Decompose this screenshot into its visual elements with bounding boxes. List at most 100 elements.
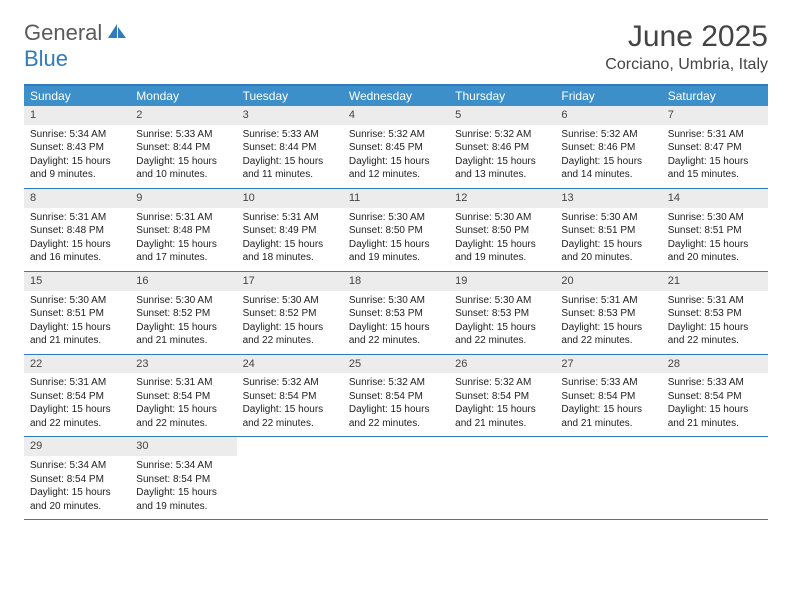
sunset-line: Sunset: 8:51 PM (668, 224, 762, 238)
sunrise-line: Sunrise: 5:34 AM (30, 459, 124, 473)
sunset-line: Sunset: 8:54 PM (30, 473, 124, 487)
day-details: Sunrise: 5:30 AMSunset: 8:50 PMDaylight:… (343, 211, 449, 265)
daylight-line: Daylight: 15 hours and 19 minutes. (455, 238, 549, 265)
calendar-day-cell: 20Sunrise: 5:31 AMSunset: 8:53 PMDayligh… (555, 272, 661, 354)
calendar-day-cell: 23Sunrise: 5:31 AMSunset: 8:54 PMDayligh… (130, 355, 236, 437)
calendar-grid: SundayMondayTuesdayWednesdayThursdayFrid… (24, 84, 768, 520)
calendar-day-cell: 25Sunrise: 5:32 AMSunset: 8:54 PMDayligh… (343, 355, 449, 437)
sunset-line: Sunset: 8:54 PM (136, 473, 230, 487)
day-number: 12 (449, 189, 555, 208)
day-number: 26 (449, 355, 555, 374)
daylight-line: Daylight: 15 hours and 22 minutes. (455, 321, 549, 348)
day-number: 4 (343, 106, 449, 125)
sunrise-line: Sunrise: 5:30 AM (561, 211, 655, 225)
calendar-day-cell: 13 Sunrise: 5:30 AMSunset: 8:51 PMDayligh… (555, 189, 661, 271)
sunrise-line: Sunrise: 5:34 AM (136, 459, 230, 473)
sunrise-line: Sunrise: 5:31 AM (561, 294, 655, 308)
sunrise-line: Sunrise: 5:34 AM (30, 128, 124, 142)
sunset-line: Sunset: 8:53 PM (349, 307, 443, 321)
daylight-line: Daylight: 15 hours and 21 minutes. (136, 321, 230, 348)
sunset-line: Sunset: 8:49 PM (243, 224, 337, 238)
calendar-week-row: 22Sunrise: 5:31 AMSunset: 8:54 PMDayligh… (24, 355, 768, 438)
daylight-line: Daylight: 15 hours and 17 minutes. (136, 238, 230, 265)
daylight-line: Daylight: 15 hours and 11 minutes. (243, 155, 337, 182)
sunrise-line: Sunrise: 5:32 AM (455, 376, 549, 390)
day-details: Sunrise: 5:31 AMSunset: 8:48 PMDaylight:… (24, 211, 130, 265)
calendar-day-cell: 8Sunrise: 5:31 AMSunset: 8:48 PMDaylight… (24, 189, 130, 271)
day-number: 18 (343, 272, 449, 291)
sunset-line: Sunset: 8:46 PM (455, 141, 549, 155)
daylight-line: Daylight: 15 hours and 20 minutes. (561, 238, 655, 265)
calendar-day-cell (555, 437, 661, 519)
daylight-line: Daylight: 15 hours and 9 minutes. (30, 155, 124, 182)
sunrise-line: Sunrise: 5:32 AM (561, 128, 655, 142)
daylight-line: Daylight: 15 hours and 22 minutes. (561, 321, 655, 348)
weekday-header-row: SundayMondayTuesdayWednesdayThursdayFrid… (24, 86, 768, 106)
day-number: 22 (24, 355, 130, 374)
sunrise-line: Sunrise: 5:30 AM (30, 294, 124, 308)
sunset-line: Sunset: 8:43 PM (30, 141, 124, 155)
day-number: 24 (237, 355, 343, 374)
day-number: 2 (130, 106, 236, 125)
daylight-line: Daylight: 15 hours and 12 minutes. (349, 155, 443, 182)
day-number: 3 (237, 106, 343, 125)
sunrise-line: Sunrise: 5:32 AM (349, 128, 443, 142)
sunset-line: Sunset: 8:50 PM (349, 224, 443, 238)
calendar-day-cell: 4Sunrise: 5:32 AMSunset: 8:45 PMDaylight… (343, 106, 449, 188)
calendar-day-cell: 22Sunrise: 5:31 AMSunset: 8:54 PMDayligh… (24, 355, 130, 437)
day-details: Sunrise: 5:31 AMSunset: 8:47 PMDaylight:… (662, 128, 768, 182)
weekday-header: Saturday (662, 86, 768, 106)
calendar-week-row: 29Sunrise: 5:34 AMSunset: 8:54 PMDayligh… (24, 437, 768, 520)
sunrise-line: Sunrise: 5:30 AM (668, 211, 762, 225)
calendar-day-cell (237, 437, 343, 519)
daylight-line: Daylight: 15 hours and 22 minutes. (349, 403, 443, 430)
day-details: Sunrise: 5:32 AMSunset: 8:54 PMDaylight:… (343, 376, 449, 430)
daylight-line: Daylight: 15 hours and 22 minutes. (30, 403, 124, 430)
sunset-line: Sunset: 8:44 PM (243, 141, 337, 155)
sunset-line: Sunset: 8:52 PM (136, 307, 230, 321)
day-details: Sunrise: 5:33 AMSunset: 8:44 PMDaylight:… (130, 128, 236, 182)
brand-sail-icon (106, 22, 128, 45)
day-details: Sunrise: 5:34 AMSunset: 8:54 PMDaylight:… (130, 459, 236, 513)
day-details: Sunrise: 5:31 AMSunset: 8:53 PMDaylight:… (662, 294, 768, 348)
weekday-header: Tuesday (237, 86, 343, 106)
sunset-line: Sunset: 8:51 PM (30, 307, 124, 321)
sunrise-line: Sunrise: 5:31 AM (243, 211, 337, 225)
day-number: 13 (555, 189, 661, 208)
sunset-line: Sunset: 8:53 PM (455, 307, 549, 321)
calendar-day-cell (343, 437, 449, 519)
sunrise-line: Sunrise: 5:30 AM (349, 294, 443, 308)
sunset-line: Sunset: 8:53 PM (668, 307, 762, 321)
day-number: 27 (555, 355, 661, 374)
day-number: 20 (555, 272, 661, 291)
calendar-day-cell: 30Sunrise: 5:34 AMSunset: 8:54 PMDayligh… (130, 437, 236, 519)
day-details: Sunrise: 5:30 AMSunset: 8:50 PMDaylight:… (449, 211, 555, 265)
calendar-day-cell: 21 Sunrise: 5:31 AMSunset: 8:53 PMDayligh… (662, 272, 768, 354)
brand-part2: Blue (24, 46, 68, 71)
day-details: Sunrise: 5:31 AMSunset: 8:54 PMDaylight:… (130, 376, 236, 430)
page-header: General June 2025 Corciano, Umbria, Ital… (0, 0, 792, 78)
calendar-day-cell: 10Sunrise: 5:31 AMSunset: 8:49 PMDayligh… (237, 189, 343, 271)
daylight-line: Daylight: 15 hours and 21 minutes. (455, 403, 549, 430)
sunrise-line: Sunrise: 5:31 AM (30, 211, 124, 225)
day-number: 21 (662, 272, 768, 291)
calendar-day-cell: 2 Sunrise: 5:33 AMSunset: 8:44 PMDaylight… (130, 106, 236, 188)
daylight-line: Daylight: 15 hours and 18 minutes. (243, 238, 337, 265)
sunset-line: Sunset: 8:54 PM (243, 390, 337, 404)
day-number: 7 (662, 106, 768, 125)
day-details: Sunrise: 5:30 AMSunset: 8:52 PMDaylight:… (237, 294, 343, 348)
sunset-line: Sunset: 8:51 PM (561, 224, 655, 238)
day-details: Sunrise: 5:30 AMSunset: 8:51 PMDaylight:… (24, 294, 130, 348)
brand-logo: General (24, 20, 130, 46)
daylight-line: Daylight: 15 hours and 21 minutes. (30, 321, 124, 348)
daylight-line: Daylight: 15 hours and 22 minutes. (349, 321, 443, 348)
daylight-line: Daylight: 15 hours and 20 minutes. (668, 238, 762, 265)
calendar-day-cell: 24 Sunrise: 5:32 AMSunset: 8:54 PMDayligh… (237, 355, 343, 437)
day-details: Sunrise: 5:32 AMSunset: 8:54 PMDaylight:… (237, 376, 343, 430)
day-details: Sunrise: 5:30 AMSunset: 8:53 PMDaylight:… (343, 294, 449, 348)
daylight-line: Daylight: 15 hours and 10 minutes. (136, 155, 230, 182)
calendar-day-cell: 9Sunrise: 5:31 AMSunset: 8:48 PMDaylight… (130, 189, 236, 271)
calendar-day-cell: 26 Sunrise: 5:32 AMSunset: 8:54 PMDayligh… (449, 355, 555, 437)
day-details: Sunrise: 5:32 AMSunset: 8:54 PMDaylight:… (449, 376, 555, 430)
sunrise-line: Sunrise: 5:33 AM (561, 376, 655, 390)
